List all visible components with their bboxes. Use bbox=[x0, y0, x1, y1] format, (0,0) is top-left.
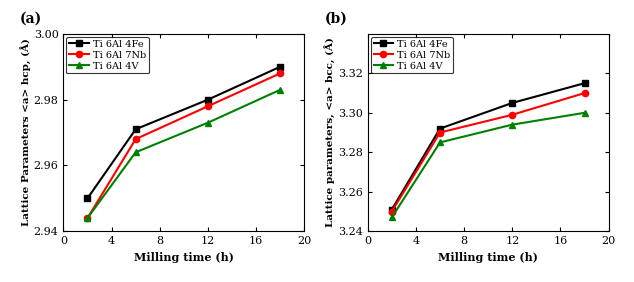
Ti 6Al 7Nb bbox=[508, 113, 516, 116]
Ti 6Al 4V bbox=[388, 216, 396, 219]
Ti 6Al 7Nb bbox=[388, 210, 396, 213]
Ti 6Al 7Nb bbox=[581, 91, 588, 95]
Line: Ti 6Al 4Fe: Ti 6Al 4Fe bbox=[389, 80, 588, 213]
Ti 6Al 4Fe bbox=[204, 98, 212, 101]
Ti 6Al 4Fe bbox=[276, 65, 284, 69]
X-axis label: Milling time (h): Milling time (h) bbox=[438, 252, 538, 263]
Ti 6Al 7Nb bbox=[436, 131, 444, 134]
Ti 6Al 7Nb bbox=[276, 72, 284, 75]
Line: Ti 6Al 4V: Ti 6Al 4V bbox=[84, 87, 283, 221]
Text: (b): (b) bbox=[325, 12, 347, 26]
Y-axis label: Lattice Parameters <a> hcp, (Å): Lattice Parameters <a> hcp, (Å) bbox=[20, 39, 31, 226]
Ti 6Al 4Fe bbox=[84, 197, 91, 200]
Y-axis label: Lattice parameters, <a> bcc, (Å): Lattice parameters, <a> bcc, (Å) bbox=[325, 38, 335, 228]
Ti 6Al 4V bbox=[581, 111, 588, 114]
Ti 6Al 4V bbox=[276, 88, 284, 91]
Line: Ti 6Al 7Nb: Ti 6Al 7Nb bbox=[389, 90, 588, 215]
Line: Ti 6Al 4V: Ti 6Al 4V bbox=[389, 110, 588, 221]
Ti 6Al 7Nb bbox=[84, 216, 91, 220]
Ti 6Al 4V bbox=[508, 123, 516, 126]
Ti 6Al 4Fe bbox=[581, 81, 588, 85]
Line: Ti 6Al 4Fe: Ti 6Al 4Fe bbox=[84, 64, 283, 201]
Ti 6Al 4Fe bbox=[508, 101, 516, 105]
Legend: Ti 6Al 4Fe, Ti 6Al 7Nb, Ti 6Al 4V: Ti 6Al 4Fe, Ti 6Al 7Nb, Ti 6Al 4V bbox=[371, 37, 453, 74]
Ti 6Al 4V bbox=[132, 151, 139, 154]
Legend: Ti 6Al 4Fe, Ti 6Al 7Nb, Ti 6Al 4V: Ti 6Al 4Fe, Ti 6Al 7Nb, Ti 6Al 4V bbox=[67, 37, 149, 74]
Ti 6Al 4V bbox=[204, 121, 212, 124]
Ti 6Al 7Nb bbox=[132, 137, 139, 141]
X-axis label: Milling time (h): Milling time (h) bbox=[134, 252, 234, 263]
Ti 6Al 4Fe bbox=[132, 127, 139, 131]
Ti 6Al 7Nb bbox=[204, 105, 212, 108]
Ti 6Al 4Fe bbox=[436, 127, 444, 130]
Ti 6Al 4V bbox=[436, 141, 444, 144]
Text: (a): (a) bbox=[20, 12, 42, 26]
Line: Ti 6Al 7Nb: Ti 6Al 7Nb bbox=[84, 70, 283, 221]
Ti 6Al 4V bbox=[84, 216, 91, 220]
Ti 6Al 4Fe bbox=[388, 208, 396, 211]
